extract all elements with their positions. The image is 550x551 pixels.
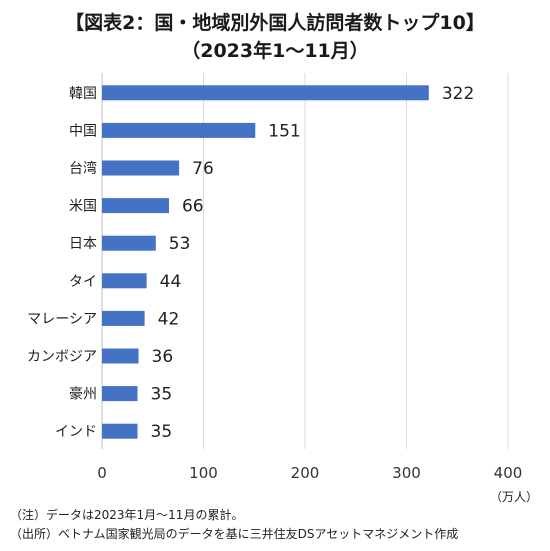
category-label: 韓国 bbox=[69, 86, 97, 102]
x-tick-label: 200 bbox=[291, 464, 320, 482]
x-tick-label: 100 bbox=[189, 464, 218, 482]
bar bbox=[102, 122, 256, 138]
category-label: 日本 bbox=[69, 236, 97, 252]
footnote: （注）データは2023年1月〜11月の累計。 bbox=[10, 508, 244, 522]
bar bbox=[102, 273, 147, 289]
data-label: 36 bbox=[152, 347, 174, 367]
category-label: 台湾 bbox=[69, 160, 97, 177]
data-label: 44 bbox=[160, 272, 182, 292]
category-label: 中国 bbox=[69, 123, 97, 139]
bar bbox=[102, 386, 138, 402]
data-label: 42 bbox=[158, 309, 180, 329]
data-label: 53 bbox=[169, 234, 191, 254]
source-note: （出所）ベトナム国家観光局のデータを基に三井住友DSアセットマネジメント作成 bbox=[10, 527, 459, 541]
category-label: インド bbox=[55, 424, 97, 440]
bar bbox=[102, 85, 429, 101]
data-label: 66 bbox=[182, 197, 204, 217]
x-tick-label: 0 bbox=[97, 464, 107, 482]
data-label: 76 bbox=[192, 159, 214, 179]
unit-label: （万人） bbox=[490, 490, 539, 504]
category-label: マレーシア bbox=[27, 311, 97, 327]
chart-subtitle: （2023年1〜11月） bbox=[181, 40, 369, 62]
x-tick-label: 300 bbox=[392, 464, 421, 482]
bar bbox=[102, 310, 145, 326]
category-label: カンボジア bbox=[27, 349, 97, 365]
data-label: 35 bbox=[151, 385, 173, 405]
x-tick-label: 400 bbox=[494, 464, 523, 482]
category-label: タイ bbox=[69, 274, 97, 290]
bar bbox=[102, 160, 180, 176]
data-label: 35 bbox=[151, 422, 173, 442]
category-label: 豪州 bbox=[69, 387, 97, 403]
bar bbox=[102, 198, 169, 214]
bar bbox=[102, 235, 156, 251]
bar bbox=[102, 348, 139, 364]
chart-title: 【図表2：国・地域別外国人訪問者数トップ10】 bbox=[65, 12, 485, 34]
data-label: 151 bbox=[268, 121, 300, 141]
data-label: 322 bbox=[442, 84, 474, 104]
bar bbox=[102, 423, 138, 439]
category-label: 米国 bbox=[69, 199, 97, 215]
